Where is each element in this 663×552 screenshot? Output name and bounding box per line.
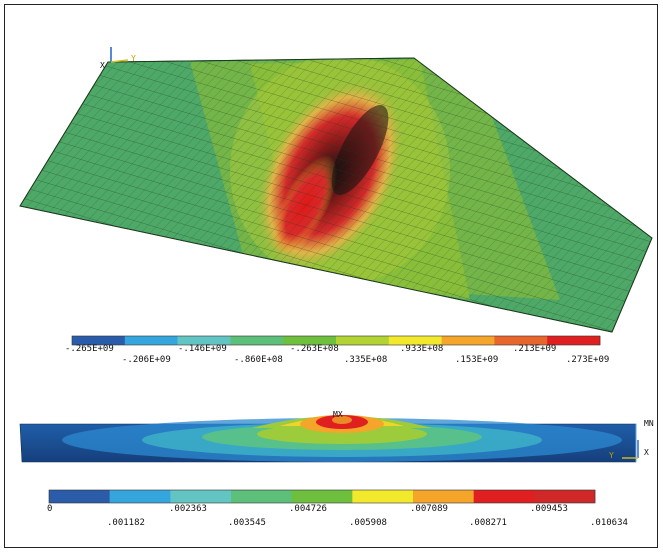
displacement-tick-label: .010634: [590, 518, 628, 528]
legend-swatch: [441, 336, 495, 345]
stress-tick-label: -.206E+09: [122, 355, 171, 365]
legend-swatch: [109, 490, 171, 503]
axis-label-y-top: Y: [131, 54, 136, 63]
min-marker: MN: [644, 419, 654, 428]
axis-triad-bottom: MN Y X: [609, 419, 654, 460]
axis-label-x-top: X: [100, 61, 105, 70]
legend-swatch: [231, 490, 292, 503]
legend-swatch: [352, 490, 414, 503]
legend-swatch: [124, 336, 178, 345]
stress-tick-label: .153E+09: [455, 355, 498, 365]
displacement-tick-label: .002363: [169, 504, 207, 514]
axis-triad-top: Y X: [100, 47, 136, 70]
axis-label-y-bottom: Y: [609, 451, 614, 460]
legend-swatch: [291, 490, 353, 503]
stress-tick-label: .933E+08: [400, 344, 443, 354]
legend-swatch: [49, 490, 110, 503]
legend-swatch: [388, 336, 442, 345]
stress-tick-label: -.860E+08: [234, 355, 283, 365]
displacement-tick-label: .005908: [349, 518, 387, 528]
stress-tick-label: -.263E+08: [290, 344, 339, 354]
displacement-legend-labels-bottom: .001182 .003545 .005908 .008271 .010634: [107, 518, 628, 528]
displacement-plate: MX: [19, 410, 637, 463]
legend-swatch: [177, 336, 231, 345]
displacement-tick-label: .001182: [107, 518, 145, 528]
stress-legend: [71, 335, 601, 346]
stress-tick-label: .213E+09: [513, 344, 556, 354]
stress-tick-label: -.265E+09: [65, 344, 114, 354]
legend-swatch: [473, 490, 535, 503]
stress-plate: [19, 57, 653, 333]
legend-border: [71, 335, 601, 346]
legend-swatch: [547, 336, 601, 345]
stress-legend-labels-top: -.265E+09 -.146E+09 -.263E+08 .933E+08 .…: [65, 344, 556, 354]
displacement-legend-labels-top: 0 .002363 .004726 .007089 .009453: [47, 504, 568, 514]
legend-swatch: [230, 336, 284, 345]
legend-swatch: [283, 336, 337, 345]
legend-swatch: [336, 336, 390, 345]
legend-swatch: [534, 490, 596, 503]
displacement-tick-label: .003545: [228, 518, 266, 528]
legend-swatch: [494, 336, 548, 345]
displacement-legend: [48, 489, 596, 504]
stress-tick-label: .273E+09: [566, 355, 609, 365]
legend-swatch: [413, 490, 474, 503]
displacement-tick-label: .008271: [469, 518, 507, 528]
stress-tick-label: -.146E+09: [178, 344, 227, 354]
legend-border: [48, 489, 596, 504]
legend-swatch: [72, 336, 126, 345]
displacement-tick-label: .009453: [530, 504, 568, 514]
max-marker: MX: [333, 410, 343, 419]
stress-legend-labels-bottom: -.206E+09 -.860E+08 .335E+08 .153E+09 .2…: [122, 355, 609, 365]
displacement-tick-label: 0: [47, 504, 52, 514]
displacement-tick-label: .007089: [410, 504, 448, 514]
legend-swatch: [170, 490, 232, 503]
stress-tick-label: .335E+08: [344, 355, 387, 365]
displacement-tick-label: .004726: [289, 504, 327, 514]
axis-label-x-bottom: X: [644, 448, 649, 457]
